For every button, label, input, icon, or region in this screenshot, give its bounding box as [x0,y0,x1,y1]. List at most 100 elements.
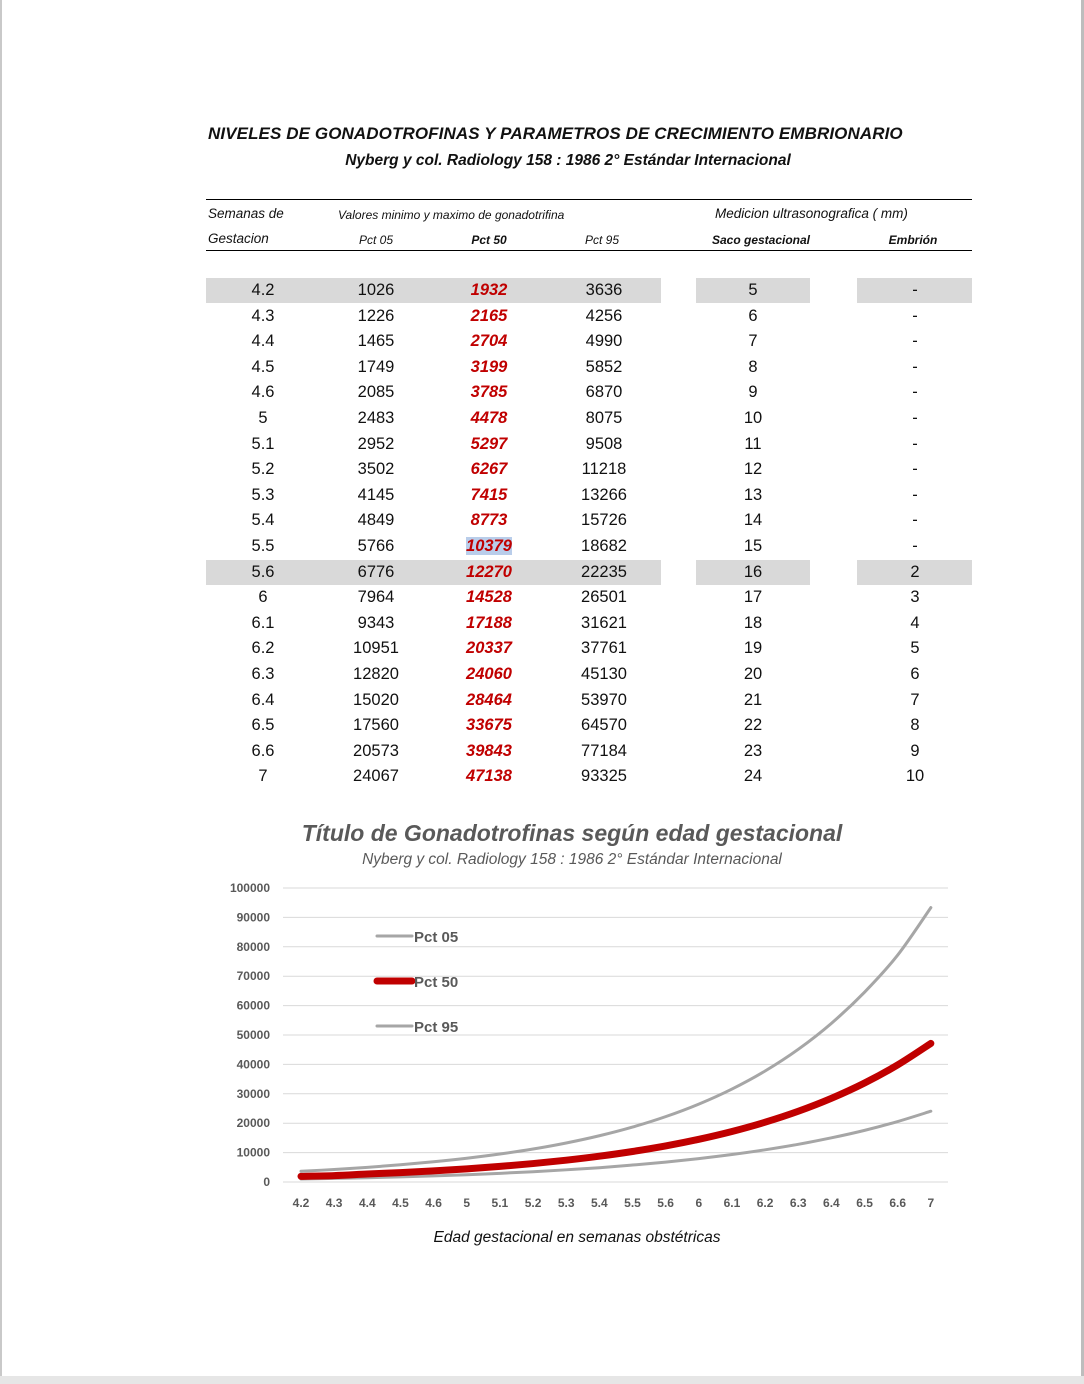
cell-embrion[interactable]: - [912,409,918,427]
cell-pct05[interactable]: 1749 [357,357,395,376]
cell-saco[interactable]: 6 [748,306,758,325]
cell-embrion[interactable]: 2 [910,562,920,581]
cell-week[interactable]: 4.6 [251,383,275,402]
cell-embrion[interactable]: 10 [905,767,925,786]
cell-saco[interactable]: 19 [743,639,763,658]
cell-pct50[interactable]: 3199 [470,357,508,376]
cell-saco[interactable]: 24 [743,767,763,786]
cell-pct50[interactable]: 20337 [466,639,512,658]
cell-pct50[interactable]: 5297 [470,434,508,453]
cell-embrion[interactable]: - [912,511,918,530]
cell-pct95[interactable]: 15726 [581,511,627,530]
cell-pct50[interactable]: 39843 [466,741,512,760]
cell-pct50[interactable]: 8773 [470,511,508,530]
cell-pct95[interactable]: 22235 [581,562,627,581]
cell-pct95[interactable]: 4256 [585,306,623,325]
cell-saco[interactable]: 11 [744,434,762,453]
cell-embrion[interactable]: - [912,434,918,453]
cell-pct95[interactable]: 45130 [581,665,627,683]
cell-week[interactable]: 6.6 [251,741,275,760]
cell-week[interactable]: 6.4 [251,690,275,709]
cell-week[interactable]: 5.4 [251,511,275,530]
cell-embrion[interactable]: 4 [910,613,920,632]
cell-week[interactable]: 5.1 [251,434,275,453]
cell-pct95[interactable]: 13266 [581,485,627,504]
cell-embrion[interactable]: - [912,485,918,504]
cell-embrion[interactable]: 3 [910,588,920,607]
cell-pct50[interactable]: 12270 [466,562,512,581]
cell-saco[interactable]: 20 [743,665,763,683]
cell-saco[interactable]: 14 [743,511,763,530]
cell-pct50[interactable]: 7415 [470,485,508,504]
cell-pct50[interactable]: 2704 [470,332,508,351]
cell-pct95[interactable]: 64570 [581,716,627,735]
cell-week[interactable]: 6.5 [251,716,275,735]
cell-embrion[interactable]: - [912,537,918,555]
cell-pct05[interactable]: 2085 [357,383,395,402]
cell-pct50[interactable]: 14528 [466,588,512,607]
cell-pct05[interactable]: 4145 [357,485,395,504]
cell-week[interactable]: 4.4 [251,332,275,351]
cell-saco[interactable]: 22 [743,716,763,735]
cell-pct50[interactable]: 24060 [466,665,512,683]
cell-embrion[interactable]: 8 [910,716,920,735]
cell-pct05[interactable]: 9343 [357,613,395,632]
cell-pct05[interactable]: 4849 [357,511,395,530]
cell-saco[interactable]: 17 [743,588,763,607]
cell-pct05[interactable]: 2483 [357,409,395,427]
cell-saco[interactable]: 13 [743,485,763,504]
cell-pct50[interactable]: 6267 [470,460,508,479]
cell-pct05[interactable]: 1465 [357,332,395,351]
cell-week[interactable]: 5.6 [251,562,275,581]
cell-pct95[interactable]: 5852 [585,357,623,376]
cell-week[interactable]: 5.5 [251,537,275,555]
cell-saco[interactable]: 15 [743,537,763,555]
cell-saco[interactable]: 21 [743,690,763,709]
cell-pct05[interactable]: 24067 [353,767,399,786]
cell-pct95[interactable]: 31621 [581,613,627,632]
cell-week[interactable]: 5.2 [251,460,275,479]
cell-pct50[interactable]: 47138 [466,767,512,786]
cell-pct95[interactable]: 37761 [581,639,627,658]
cell-pct05[interactable]: 5766 [357,537,395,555]
cell-pct95[interactable]: 3636 [585,281,623,299]
cell-pct95[interactable]: 4990 [585,332,623,351]
cell-pct50[interactable]: 2165 [470,306,508,325]
cell-pct95[interactable]: 93325 [581,767,627,786]
cell-embrion[interactable]: - [912,357,918,376]
cell-pct05[interactable]: 15020 [353,690,399,709]
cell-week[interactable]: 7 [258,767,268,786]
cell-embrion[interactable]: - [912,383,918,402]
cell-pct50[interactable]: 3785 [470,383,508,402]
cell-pct95[interactable]: 53970 [581,690,627,709]
cell-pct05[interactable]: 3502 [357,460,395,479]
cell-week[interactable]: 6.2 [251,639,275,658]
cell-week[interactable]: 4.3 [251,306,275,325]
cell-pct05[interactable]: 12820 [353,665,399,683]
cell-pct95[interactable]: 77184 [581,741,627,760]
cell-week[interactable]: 5 [258,409,268,427]
cell-pct50[interactable]: 10379 [466,537,512,555]
cell-saco[interactable]: 10 [743,409,763,427]
cell-pct05[interactable]: 2952 [357,434,395,453]
cell-embrion[interactable]: - [912,306,918,325]
cell-week[interactable]: 4.2 [251,281,275,299]
cell-pct95[interactable]: 9508 [585,434,623,453]
cell-pct05[interactable]: 1226 [357,306,395,325]
cell-saco[interactable]: 12 [743,460,763,479]
cell-pct95[interactable]: 6870 [585,383,623,402]
cell-saco[interactable]: 7 [748,332,758,351]
cell-saco[interactable]: 23 [743,741,763,760]
cell-pct50[interactable]: 1932 [470,281,508,299]
cell-pct95[interactable]: 11218 [581,460,627,479]
cell-week[interactable]: 4.5 [251,357,275,376]
cell-week[interactable]: 5.3 [251,485,275,504]
cell-saco[interactable]: 5 [748,281,758,299]
cell-embrion[interactable]: - [912,281,918,299]
cell-saco[interactable]: 9 [748,383,758,402]
cell-embrion[interactable]: - [912,332,918,351]
cell-embrion[interactable]: 5 [910,639,920,658]
cell-pct95[interactable]: 18682 [581,537,627,555]
cell-saco[interactable]: 18 [743,613,763,632]
cell-pct05[interactable]: 7964 [357,588,395,607]
